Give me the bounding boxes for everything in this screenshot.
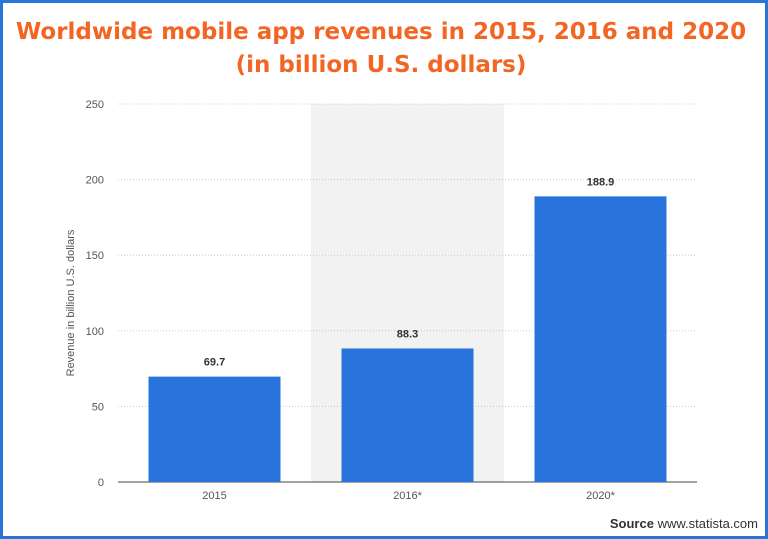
- bar: [341, 348, 474, 482]
- value-label: 69.7: [204, 357, 225, 369]
- x-tick-label: 2020*: [586, 490, 615, 502]
- y-tick-label: 200: [86, 175, 104, 187]
- y-tick-label: 0: [98, 477, 104, 489]
- source-site[interactable]: www.statista.com: [657, 516, 758, 531]
- y-tick-label: 50: [92, 401, 104, 413]
- y-tick-label: 250: [86, 99, 104, 111]
- y-axis-label: Revenue in billion U.S. dollars: [65, 229, 77, 376]
- value-label: 188.9: [587, 176, 615, 188]
- bar: [534, 196, 667, 483]
- x-tick-label: 2016*: [393, 490, 422, 502]
- chart-subtitle: (in billion U.S. dollars): [235, 52, 527, 78]
- y-tick-label: 150: [86, 250, 104, 262]
- value-label: 88.3: [397, 328, 418, 340]
- source-credit[interactable]: Source www.statista.com: [610, 516, 758, 531]
- chart-title-block: Worldwide mobile app revenues in 2015, 2…: [0, 16, 762, 82]
- y-tick-label: 100: [86, 326, 104, 338]
- bar: [148, 376, 281, 482]
- chart-title: Worldwide mobile app revenues in 2015, 2…: [15, 19, 747, 45]
- source-label: Source: [609, 516, 654, 531]
- x-tick-label: 2015: [202, 490, 226, 502]
